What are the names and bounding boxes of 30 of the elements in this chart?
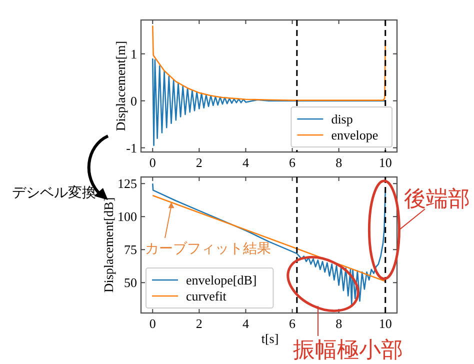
x-tick-label: 0: [149, 316, 156, 331]
annotation: カーブフィット結果: [145, 241, 271, 257]
text: 振幅極小部: [293, 338, 403, 363]
y-tick-label: -1: [126, 140, 137, 156]
y-tick-label: 100: [118, 209, 137, 224]
legend-label: disp: [331, 112, 353, 126]
x-tick-label: 8: [336, 155, 342, 170]
y-axis-title: Displacement[m]: [113, 40, 128, 132]
text: デシベル変換: [12, 185, 96, 201]
x-tick-label: 0: [149, 155, 156, 170]
x-tick-label: 4: [242, 316, 250, 331]
x-tick-label: 2: [196, 316, 202, 331]
y-tick-label: 1: [130, 46, 137, 62]
x-tick-label: 8: [336, 316, 342, 331]
y-tick-label: 125: [118, 176, 137, 192]
x-axis-title: t[s]: [261, 331, 279, 346]
legend-label: curvefit: [186, 288, 227, 304]
x-tick-label: 6: [289, 155, 296, 170]
legend-label: envelope: [331, 128, 378, 142]
y-tick-label: 50: [124, 275, 137, 290]
x-tick-label: 10: [378, 155, 392, 170]
annotation: 後端部: [404, 187, 470, 212]
x-tick-label: 10: [378, 316, 392, 331]
y-axis-title: Displacement[dB]: [101, 197, 116, 293]
x-tick-label: 2: [196, 155, 202, 170]
legend-label: envelope[dB]: [186, 272, 257, 288]
x-tick-label: 6: [289, 316, 296, 331]
y-tick-label: 75: [124, 242, 137, 258]
y-tick-label: 0: [130, 93, 137, 108]
x-tick-label: 4: [242, 155, 250, 170]
